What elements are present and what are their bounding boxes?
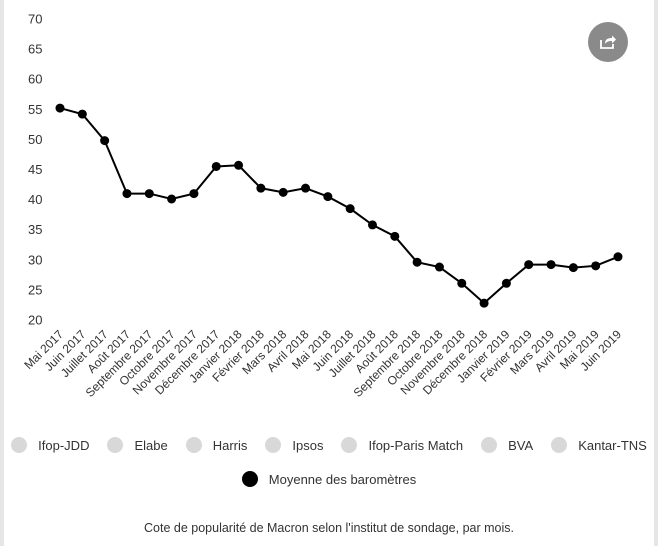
- data-point[interactable]: [591, 261, 601, 271]
- y-tick-label: 30: [28, 252, 42, 267]
- legend-label: BVA: [508, 437, 534, 453]
- data-point[interactable]: [613, 252, 623, 262]
- data-point[interactable]: [479, 298, 489, 308]
- y-tick-label: 65: [28, 42, 42, 57]
- data-point[interactable]: [189, 189, 199, 199]
- data-point[interactable]: [77, 109, 87, 119]
- y-axis: 20 25 30 35 40 45 50 55 60 65 70: [28, 12, 42, 328]
- legend-item-elabe[interactable]: Elabe: [107, 437, 168, 453]
- data-point[interactable]: [122, 189, 132, 199]
- legend-label: Harris: [212, 437, 248, 453]
- legend-dot: [107, 437, 124, 453]
- legend-dot: [481, 437, 498, 453]
- share-icon: [600, 35, 616, 49]
- series-line: [59, 107, 619, 305]
- y-tick-label: 50: [28, 132, 42, 147]
- data-point[interactable]: [256, 183, 266, 193]
- legend-label: Ipsos: [292, 437, 324, 453]
- chart-caption: Cote de popularité de Macron selon l'ins…: [144, 521, 514, 535]
- data-point[interactable]: [568, 263, 578, 273]
- legend-dot: [185, 437, 202, 453]
- y-tick-label: 20: [28, 313, 42, 328]
- data-point[interactable]: [457, 278, 467, 288]
- data-point[interactable]: [367, 220, 377, 230]
- legend-item-ifop-jdd[interactable]: Ifop-JDD: [11, 437, 89, 453]
- legend-label: Kantar-TNS: [578, 437, 647, 453]
- data-point[interactable]: [144, 189, 154, 199]
- legend-label: Elabe: [134, 437, 168, 453]
- legend-item-ifop-paris-match[interactable]: Ifop-Paris Match: [341, 437, 463, 453]
- legend-row-1: Ifop-JDD Elabe Harris Ipsos Ifop-Paris Match…: [0, 434, 658, 456]
- data-point[interactable]: [412, 257, 422, 267]
- legend-label: Ifop-Paris Match: [368, 437, 464, 453]
- data-point[interactable]: [211, 161, 221, 171]
- legend-dot: [241, 471, 258, 487]
- y-tick-label: 25: [28, 282, 42, 297]
- data-point[interactable]: [390, 231, 400, 241]
- legend-label: Ifop-JDD: [38, 437, 90, 453]
- legend-row-2: Moyenne des baromètres: [0, 468, 658, 490]
- legend-item-moyenne-des-barom-tres[interactable]: Moyenne des baromètres: [241, 471, 417, 487]
- right-border: [654, 0, 658, 546]
- share-button[interactable]: [588, 22, 628, 62]
- legend-dot: [11, 437, 28, 453]
- data-point[interactable]: [55, 103, 65, 113]
- legend-item-kantar-tns[interactable]: Kantar-TNS: [551, 437, 647, 453]
- data-point[interactable]: [501, 278, 511, 288]
- data-point[interactable]: [524, 260, 534, 270]
- series-moyenne: [55, 103, 623, 308]
- y-tick-label: 55: [28, 102, 42, 117]
- data-point[interactable]: [546, 260, 556, 270]
- y-tick-label: 60: [28, 72, 42, 87]
- y-tick-label: 45: [28, 162, 42, 177]
- legend-label: Moyenne des baromètres: [268, 471, 417, 487]
- data-point[interactable]: [234, 160, 244, 170]
- legend-dot: [551, 437, 568, 453]
- y-tick-label: 35: [28, 222, 42, 237]
- legend-item-harris[interactable]: Harris: [185, 437, 248, 453]
- data-point[interactable]: [100, 136, 110, 146]
- legend-item-ipsos[interactable]: Ipsos: [265, 437, 323, 453]
- data-point[interactable]: [345, 204, 355, 214]
- y-tick-label: 40: [28, 192, 42, 207]
- data-point[interactable]: [167, 194, 177, 204]
- y-tick-label: 70: [28, 12, 42, 27]
- data-point[interactable]: [301, 183, 311, 193]
- data-point[interactable]: [278, 187, 288, 197]
- left-border: [0, 0, 4, 546]
- data-point[interactable]: [434, 262, 444, 272]
- data-point[interactable]: [323, 192, 333, 202]
- legend-dot: [265, 437, 282, 453]
- legend-item-bva[interactable]: BVA: [481, 437, 533, 453]
- legend-dot: [341, 437, 358, 453]
